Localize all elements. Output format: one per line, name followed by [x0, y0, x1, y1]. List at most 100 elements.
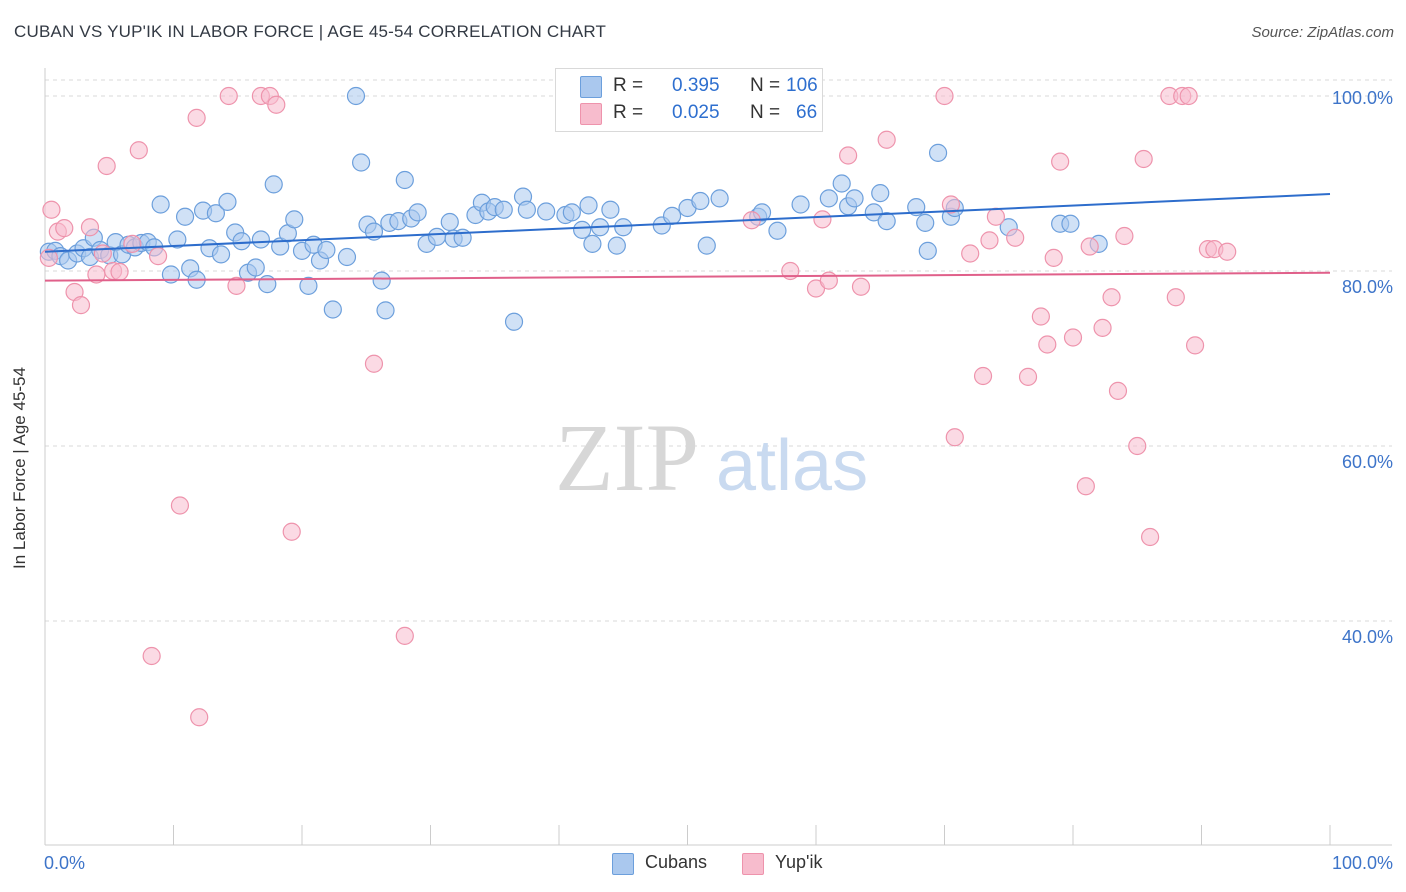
yupik-point [219, 86, 238, 106]
cuban-legend-swatch [612, 853, 634, 875]
cuban-point [161, 265, 181, 284]
yupik-point [1093, 318, 1112, 337]
yupik-points [39, 86, 1237, 727]
yupik-point [93, 244, 112, 263]
yupik-point [227, 276, 246, 295]
cuban-point [346, 86, 366, 106]
yupik-point [1185, 336, 1205, 355]
yupik-point [1166, 288, 1185, 307]
yupik-point [42, 200, 61, 219]
cuban-point [372, 271, 391, 290]
cuban-point [845, 189, 864, 208]
yupik-swatch [580, 103, 602, 125]
yupik-point [1102, 288, 1121, 307]
yupik-point [267, 95, 286, 114]
yupik-point [1076, 477, 1095, 496]
yupik-point [851, 277, 871, 296]
yupik-point [282, 522, 301, 541]
cuban-point [537, 202, 556, 221]
yupik-point [1140, 527, 1160, 547]
cuban-point [299, 276, 318, 295]
cuban-point [317, 240, 336, 260]
yupik-r-label: R = [613, 102, 644, 123]
tick-labels: 40.0% 60.0% 80.0% 100.0% 0.0% 100.0% [44, 88, 1393, 873]
yupik-point [1108, 381, 1128, 400]
yupik-point [364, 354, 384, 373]
yupik-point [1031, 307, 1050, 326]
cuban-point [151, 195, 170, 214]
yupik-point [190, 708, 209, 727]
cuban-point [691, 191, 710, 211]
yupik-point [129, 141, 148, 160]
yupik-point [110, 262, 129, 281]
cuban-point [819, 189, 838, 208]
cuban-point [427, 227, 447, 246]
yupik-point [1179, 86, 1198, 106]
yupik-n-label: N = [750, 102, 781, 123]
cuban-r-label: R = [613, 75, 644, 96]
cuban-point [408, 203, 427, 222]
y-tick-label: 100.0% [1332, 88, 1393, 108]
yupik-point [97, 156, 116, 176]
cuban-point [583, 234, 602, 253]
yupik-point [945, 428, 964, 447]
yupik-point [973, 366, 993, 386]
yupik-point [395, 626, 414, 645]
cuban-legend-label: Cubans [645, 852, 708, 872]
yupik-point [1051, 152, 1070, 171]
yupik-point [71, 296, 91, 315]
cuban-point [928, 143, 948, 162]
cuban-point [697, 236, 716, 255]
yupik-point [170, 496, 190, 515]
yupik-point [187, 108, 206, 127]
yupik-point [986, 207, 1006, 226]
cuban-point [573, 220, 592, 239]
yupik-point [1218, 242, 1237, 261]
yupik-point [877, 130, 896, 149]
cuban-point [918, 241, 937, 260]
yupik-n-value: 66 [796, 102, 818, 123]
cuban-point [916, 213, 935, 232]
cuban-r-value: 0.395 [672, 75, 720, 96]
cuban-point [517, 200, 536, 219]
cuban-point [246, 258, 265, 277]
cuban-point [601, 200, 620, 219]
axes [44, 68, 1392, 846]
watermark: ZIP atlas [555, 404, 868, 511]
cuban-point [264, 175, 283, 194]
yupik-point [142, 646, 161, 666]
source-credit: Source: ZipAtlas.com [1251, 24, 1394, 41]
cuban-point [376, 301, 395, 320]
watermark-atlas: atlas [716, 426, 868, 506]
cuban-points [39, 86, 1108, 331]
cuban-point [211, 245, 231, 264]
cuban-point [285, 210, 304, 229]
cuban-point [791, 195, 810, 214]
yupik-point [961, 244, 980, 263]
yupik-point [813, 210, 832, 229]
yupik-point [819, 271, 838, 290]
y-tick-label: 80.0% [1342, 277, 1393, 297]
yupik-point [148, 247, 168, 266]
cuban-n-value: 106 [786, 75, 818, 96]
cuban-point [494, 200, 513, 219]
yupik-point [1038, 335, 1057, 354]
cuban-n-label: N = [750, 75, 781, 96]
x-tick-label-max: 100.0% [1332, 853, 1393, 873]
yupik-point [1128, 436, 1147, 456]
cuban-point [337, 247, 357, 267]
yupik-trend-line [44, 271, 1331, 282]
cuban-point [877, 212, 896, 231]
cuban-point [662, 206, 682, 225]
cuban-point [562, 203, 581, 222]
cuban-trend-line [44, 193, 1331, 253]
yupik-point [1115, 226, 1134, 246]
yupik-legend-label: Yup'ik [775, 852, 823, 872]
cuban-point [504, 312, 524, 331]
y-tick-label: 40.0% [1342, 627, 1393, 647]
yupik-point [980, 231, 999, 250]
yupik-point [39, 248, 58, 267]
cuban-point [440, 212, 459, 232]
cuban-point [607, 236, 626, 255]
